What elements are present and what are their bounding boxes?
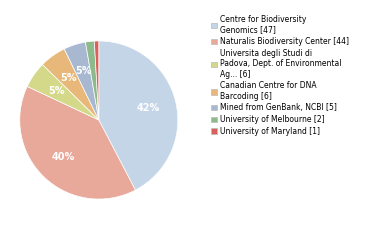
Text: 5%: 5%	[75, 66, 91, 76]
Legend: Centre for Biodiversity
Genomics [47], Naturalis Biodiversity Center [44], Unive: Centre for Biodiversity Genomics [47], N…	[211, 15, 349, 136]
Wedge shape	[99, 41, 178, 190]
Text: 40%: 40%	[52, 152, 75, 162]
Text: 42%: 42%	[137, 103, 160, 113]
Wedge shape	[64, 42, 99, 120]
Wedge shape	[86, 41, 99, 120]
Wedge shape	[94, 41, 99, 120]
Wedge shape	[27, 65, 99, 120]
Text: 5%: 5%	[60, 73, 77, 83]
Text: 5%: 5%	[48, 86, 65, 96]
Wedge shape	[43, 49, 99, 120]
Wedge shape	[20, 86, 135, 199]
